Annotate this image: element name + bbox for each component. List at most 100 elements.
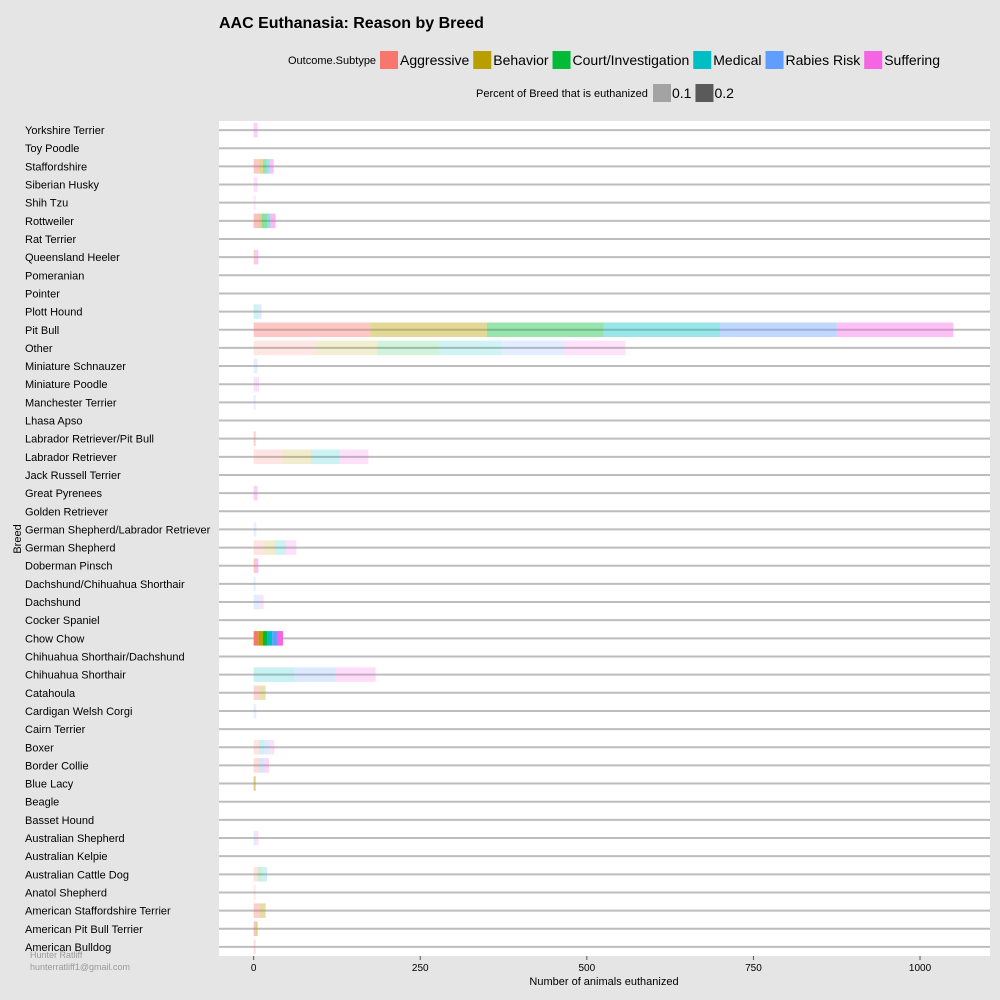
bar-chow-chow-behavior <box>258 631 263 646</box>
bar-german-shepherd-suffering <box>285 540 297 555</box>
bar-chow-chow-aggressive <box>253 631 259 646</box>
x-tick-label: 0 <box>251 963 257 974</box>
chart-title: AAC Euthanasia: Reason by Breed <box>219 15 484 32</box>
legend-label-court-investigation: Court/Investigation <box>573 52 690 68</box>
alpha-label-0-1: 0.1 <box>672 85 692 101</box>
bar-boxer-medical <box>258 739 265 755</box>
bar-pit-bull-rabies-risk <box>720 322 837 338</box>
breed-label: Toy Poodle <box>25 143 79 155</box>
bar-pit-bull-behavior <box>370 322 487 338</box>
bar-labrador-retriever-medical <box>310 449 340 465</box>
bar-chihuahua-shorthair-suffering <box>334 667 376 682</box>
breed-label: Lhasa Apso <box>25 416 83 428</box>
breed-label: Golden Retriever <box>25 506 108 518</box>
bar-chow-chow-medical <box>267 631 273 646</box>
bar-boxer-aggressive <box>253 739 259 755</box>
legend-swatch-aggressive <box>380 51 398 69</box>
bar-chihuahua-shorthair-medical <box>253 667 295 682</box>
bar-pit-bull-court-investigation <box>486 322 604 338</box>
bar-american-staffordshire-terrier-aggressive <box>253 903 260 918</box>
breed-label: Chow Chow <box>25 633 84 645</box>
x-tick-label: 1000 <box>909 963 932 974</box>
bar-american-bulldog-aggressive <box>253 939 256 955</box>
bar-border-collie-aggressive <box>253 758 259 773</box>
bar-great-pyrenees-suffering <box>253 485 258 501</box>
breed-label: Dachshund/Chihuahua Shorthair <box>25 579 185 591</box>
breed-label: Cocker Spaniel <box>25 615 100 627</box>
bar-queensland-heeler-aggressive <box>253 249 256 265</box>
bar-pit-bull-aggressive <box>253 322 371 338</box>
plot-panel <box>219 121 990 956</box>
breed-label: Dachshund <box>25 597 81 609</box>
legend-swatch-court-investigation <box>552 51 571 69</box>
bar-australian-shepherd-suffering <box>255 830 259 846</box>
bar-staffordshire-court-investigation <box>262 159 267 174</box>
breed-label: Chihuahua Shorthair <box>25 670 126 682</box>
alpha-swatch-0-2 <box>695 84 714 102</box>
bar-australian-cattle-dog-medical <box>262 867 267 882</box>
bar-doberman-pinsch-aggressive <box>253 558 256 573</box>
breed-label: Yorkshire Terrier <box>25 125 105 137</box>
breed-label: Anatol Shepherd <box>25 887 107 899</box>
breed-label: Catahoula <box>25 688 76 700</box>
credit-name: Hunter Ratliff <box>30 950 83 960</box>
bar-labrador-retriever-suffering <box>339 449 369 465</box>
bar-catahoula-behavior <box>259 685 266 701</box>
bar-other-suffering <box>563 340 626 356</box>
bar-american-staffordshire-terrier-behavior <box>259 903 266 918</box>
legend-label-rabies-risk: Rabies Risk <box>786 52 862 68</box>
alpha-swatch-0-1 <box>653 84 671 102</box>
breed-label: Miniature Schnauzer <box>25 361 126 373</box>
x-tick-label: 250 <box>412 963 429 974</box>
breed-label: Jack Russell Terrier <box>25 470 121 482</box>
bar-doberman-pinsch-suffering <box>255 558 259 573</box>
bar-american-pit-bull-terrier-aggressive <box>253 921 256 937</box>
bar-australian-shepherd-rabies-risk <box>253 830 256 846</box>
fill-legend-title: Outcome.Subtype <box>288 55 376 67</box>
bar-queensland-heeler-suffering <box>255 249 259 265</box>
legend-swatch-behavior <box>473 51 492 69</box>
bars <box>253 122 954 955</box>
bar-german-shepherd-behavior <box>264 540 275 555</box>
alpha-label-0-2: 0.2 <box>714 85 734 101</box>
breed-label: Queensland Heeler <box>25 252 120 264</box>
bar-staffordshire-medical <box>266 159 270 174</box>
legend-label-suffering: Suffering <box>884 52 940 68</box>
bar-manchester-terrier-rabies-risk <box>253 395 256 410</box>
bar-rottweiler-suffering <box>270 213 276 229</box>
breed-labels: Yorkshire Terrier Toy Poodle Staffordshire… <box>25 125 211 954</box>
bar-staffordshire-behavior <box>258 159 263 174</box>
bar-border-collie-suffering <box>263 758 269 773</box>
legend-label-medical: Medical <box>713 52 761 68</box>
legend-label-behavior: Behavior <box>493 52 549 68</box>
bar-blue-lacy-behavior <box>253 776 256 791</box>
bar-siberian-husky-suffering <box>253 177 258 192</box>
alpha-legend-title: Percent of Breed that is euthanized <box>476 88 648 100</box>
bar-rottweiler-aggressive <box>253 213 259 229</box>
breed-label: German Shepherd <box>25 543 116 555</box>
breed-label: Plott Hound <box>25 307 82 319</box>
breed-label: Cardigan Welsh Corgi <box>25 706 132 718</box>
bar-other-medical <box>439 340 502 356</box>
breed-label: Miniature Poodle <box>25 379 108 391</box>
breed-label: American Staffordshire Terrier <box>25 906 171 918</box>
breed-label: Boxer <box>25 742 54 754</box>
breed-label: Manchester Terrier <box>25 397 117 409</box>
bar-chow-chow-court-investigation <box>262 631 268 646</box>
bar-labrador-retriever-pit-bull-aggressive <box>253 431 256 446</box>
bar-rottweiler-behavior <box>258 213 262 229</box>
bar-chow-chow-suffering <box>276 631 283 646</box>
alpha-legend: Percent of Breed that is euthanized 0.1 0… <box>476 84 734 102</box>
bar-pit-bull-medical <box>603 322 721 338</box>
bar-staffordshire-suffering <box>269 159 274 174</box>
bar-rottweiler-court-investigation <box>261 213 267 229</box>
bar-boxer-suffering <box>268 739 275 755</box>
bar-miniature-schnauzer-rabies-risk <box>253 358 258 374</box>
breed-label: Doberman Pinsch <box>25 561 112 573</box>
bar-chihuahua-shorthair-rabies-risk <box>294 667 335 682</box>
legend-label-aggressive: Aggressive <box>400 52 469 68</box>
bar-plott-hound-rabies-risk <box>257 304 262 319</box>
breed-label: Pointer <box>25 288 60 300</box>
breed-label: Rat Terrier <box>25 234 76 246</box>
breed-label: Cairn Terrier <box>25 724 86 736</box>
